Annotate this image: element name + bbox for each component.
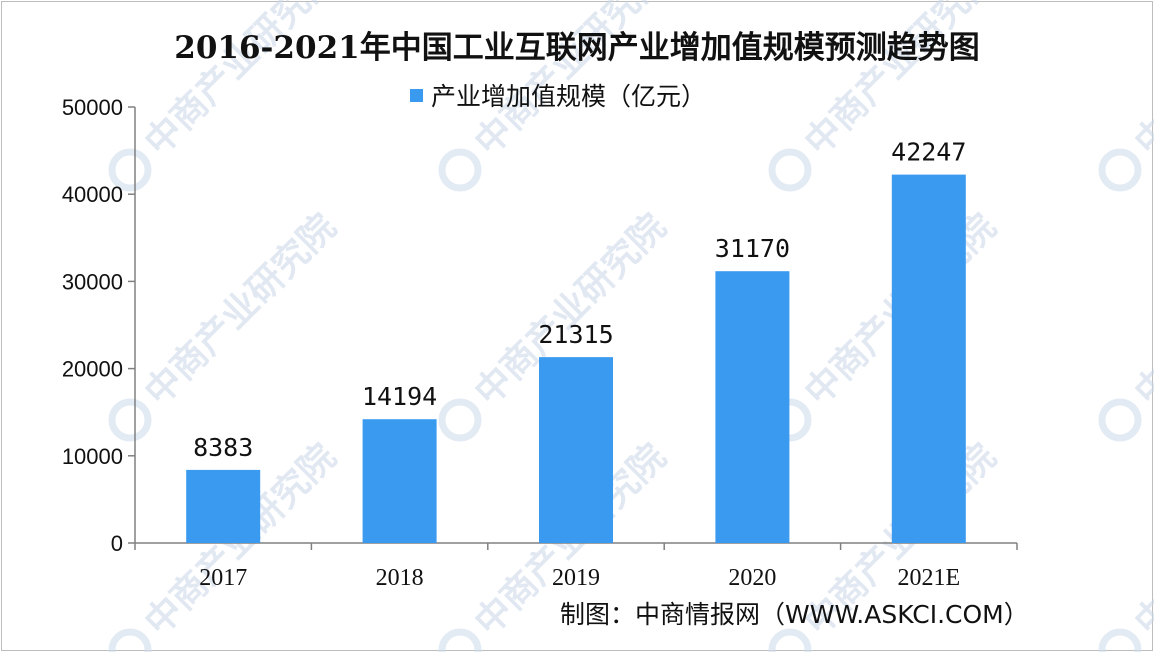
watermark-text: 中商产业研究院 (1127, 206, 1154, 413)
watermark-tile: 中商产业研究院 (108, 436, 344, 652)
x-tick-label-2021E: 2021E (897, 565, 960, 591)
data-labels: 8383 14194 21315 31170 42247 (193, 138, 966, 462)
watermark-logo-icon (438, 628, 482, 652)
bar-2021E (891, 174, 966, 544)
watermark-logo-icon (1098, 628, 1142, 652)
watermark-logo-icon (768, 628, 812, 652)
x-tick-label-2019: 2019 (552, 565, 600, 591)
data-label-2018: 14194 (362, 382, 437, 411)
watermark-logo-icon (108, 628, 152, 652)
data-label-2021E: 42247 (891, 138, 966, 167)
data-label-2017: 8383 (193, 433, 253, 462)
y-tick-label: 50000 (62, 95, 123, 120)
chart-title: 2016-2021年中国工业互联网产业增加值规模预测趋势图 (174, 30, 980, 66)
watermark-logo-icon (438, 148, 482, 192)
y-tick-label: 30000 (62, 269, 123, 294)
y-tick-label: 20000 (62, 357, 123, 382)
source-credit: 制图：中商情报网（WWW.ASKCI.COM） (560, 600, 1029, 629)
y-tick-label: 10000 (62, 444, 123, 469)
bar-2018 (362, 419, 437, 543)
watermark-logo-icon (108, 398, 152, 442)
watermark-logo-icon (108, 148, 152, 192)
watermark-logo-icon (768, 148, 812, 192)
bar-2020 (715, 271, 790, 543)
data-label-2020: 31170 (715, 234, 790, 263)
watermark-tile: 中商产业研究院 (1098, 206, 1154, 442)
bar-2017 (186, 469, 261, 543)
y-tick-label: 40000 (62, 182, 123, 207)
x-tick-label-2018: 2018 (376, 565, 424, 591)
watermark-tile: 中商产业研究院 (1098, 436, 1154, 652)
bar-series (186, 174, 966, 544)
watermark-logo-icon (1098, 398, 1142, 442)
watermark-tile: 中商产业研究院 (768, 206, 1004, 442)
watermark-logo-icon (1098, 148, 1142, 192)
x-tick-label-2017: 2017 (199, 565, 247, 591)
legend-label: 产业增加值规模（亿元） (431, 82, 707, 111)
y-tick-label: 0 (111, 531, 123, 556)
watermark-tile: 中商产业研究院 (108, 206, 344, 442)
legend: 产业增加值规模（亿元） (410, 80, 707, 111)
legend-swatch (410, 88, 423, 102)
watermark-text: 中商产业研究院 (1127, 436, 1154, 643)
data-label-2019: 21315 (538, 320, 613, 349)
watermark-logo-icon (438, 398, 482, 442)
x-tick-label-2020: 2020 (728, 565, 776, 591)
watermark-text: 中商产业研究院 (137, 206, 344, 413)
bar-2019 (539, 357, 613, 543)
